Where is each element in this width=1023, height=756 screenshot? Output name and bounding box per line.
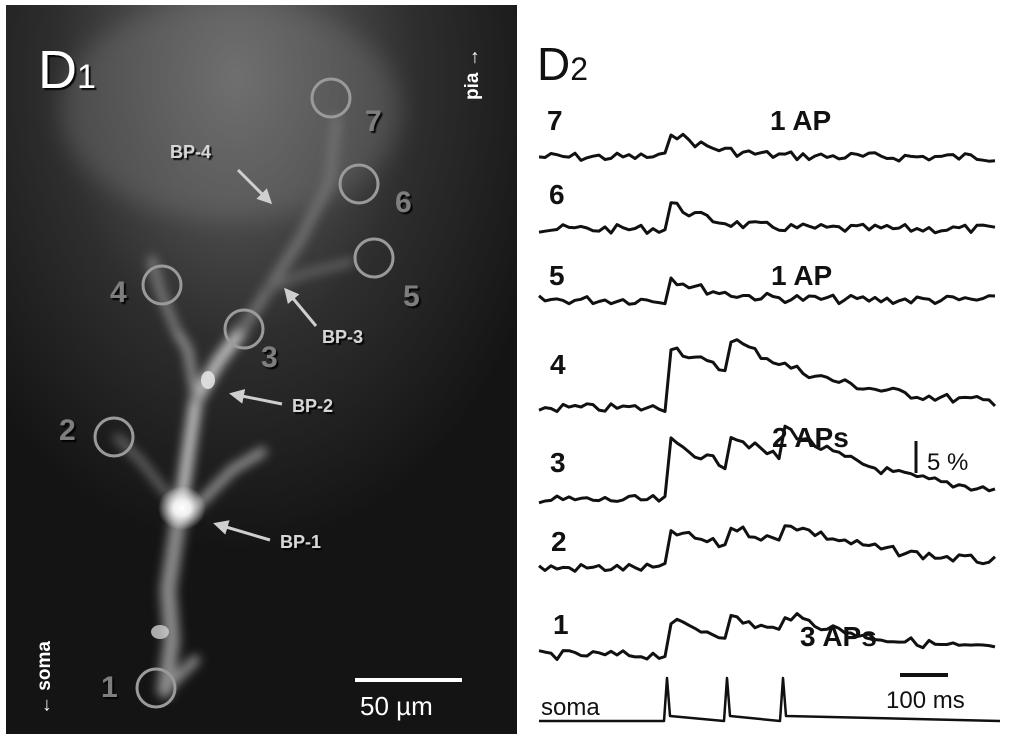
panel-d2: D2 7 6 5 4 3 2 1 1 AP 1 AP 2 APs 3 APs 5… bbox=[537, 38, 1001, 723]
trace-1 bbox=[538, 612, 996, 661]
roi-label-7: 7 bbox=[365, 105, 382, 138]
trace-label-1: 1 bbox=[553, 609, 569, 640]
condition-label-1: 3 APs bbox=[800, 621, 877, 652]
roi-label-2: 2 bbox=[59, 414, 76, 447]
trace-label-4: 4 bbox=[550, 349, 566, 380]
bp4-label: BP-4 bbox=[170, 142, 211, 162]
trace-label-2: 2 bbox=[551, 526, 567, 557]
optical-traces bbox=[538, 132, 1001, 723]
scale-bar-label: 50 µm bbox=[360, 691, 433, 721]
bp2-label: BP-2 bbox=[292, 396, 333, 416]
panel-label-d1: D1 bbox=[38, 40, 96, 100]
roi-circle-1 bbox=[135, 667, 177, 709]
roi-label-3: 3 bbox=[261, 341, 278, 374]
panel-label-d2: D2 bbox=[537, 38, 588, 90]
bp3-arrow bbox=[284, 287, 318, 327]
roi-circle-4 bbox=[141, 264, 183, 306]
condition-label-5: 1 AP bbox=[771, 260, 832, 291]
roi-circle-3 bbox=[223, 308, 265, 350]
trace-2 bbox=[538, 524, 997, 573]
roi-circle-5 bbox=[353, 237, 395, 279]
trace-7 bbox=[538, 132, 996, 163]
roi-label-5: 5 bbox=[403, 280, 420, 313]
roi-label-4: 4 bbox=[110, 276, 127, 309]
condition-labels: 1 AP 1 AP 2 APs 3 APs bbox=[770, 105, 877, 652]
roi-labels: 7 6 5 4 3 2 1 bbox=[59, 105, 420, 704]
amplitude-scale-label: 5 % bbox=[927, 449, 968, 476]
roi-circle-7 bbox=[310, 77, 352, 119]
trace-label-6: 6 bbox=[549, 179, 565, 210]
condition-label-7: 1 AP bbox=[770, 105, 831, 136]
trace-6 bbox=[538, 201, 996, 235]
trace-5 bbox=[538, 276, 996, 306]
trace-3 bbox=[538, 424, 996, 505]
soma-label: soma bbox=[541, 694, 600, 721]
neuron-image bbox=[60, 5, 400, 698]
bp2-arrow bbox=[229, 388, 283, 406]
trace-label-7: 7 bbox=[547, 105, 563, 136]
bp3-label: BP-3 bbox=[322, 327, 363, 347]
soma-trace bbox=[539, 676, 1001, 723]
branch-point-arrows bbox=[213, 168, 318, 542]
roi-circles bbox=[93, 77, 395, 709]
roi-circle-6 bbox=[338, 163, 380, 205]
trace-labels: 7 6 5 4 3 2 1 bbox=[547, 105, 569, 640]
orientation-pia-label: pia → bbox=[462, 48, 483, 100]
panel-d1: D1 pia → ← soma 7 6 5 4 3 2 1 bbox=[6, 5, 517, 734]
orientation-soma-label: ← soma bbox=[34, 641, 55, 715]
trace-label-5: 5 bbox=[549, 260, 565, 291]
roi-label-6: 6 bbox=[395, 186, 412, 219]
bp1-arrow bbox=[213, 520, 271, 542]
bp1-label: BP-1 bbox=[280, 532, 321, 552]
roi-circle-2 bbox=[93, 416, 135, 458]
branch-point-labels: BP-4 BP-3 BP-2 BP-1 bbox=[170, 142, 363, 552]
trace-4 bbox=[538, 338, 997, 414]
trace-label-3: 3 bbox=[550, 447, 566, 478]
roi-label-1: 1 bbox=[101, 671, 118, 704]
bp4-arrow bbox=[236, 168, 273, 205]
time-scale-label: 100 ms bbox=[886, 687, 965, 714]
